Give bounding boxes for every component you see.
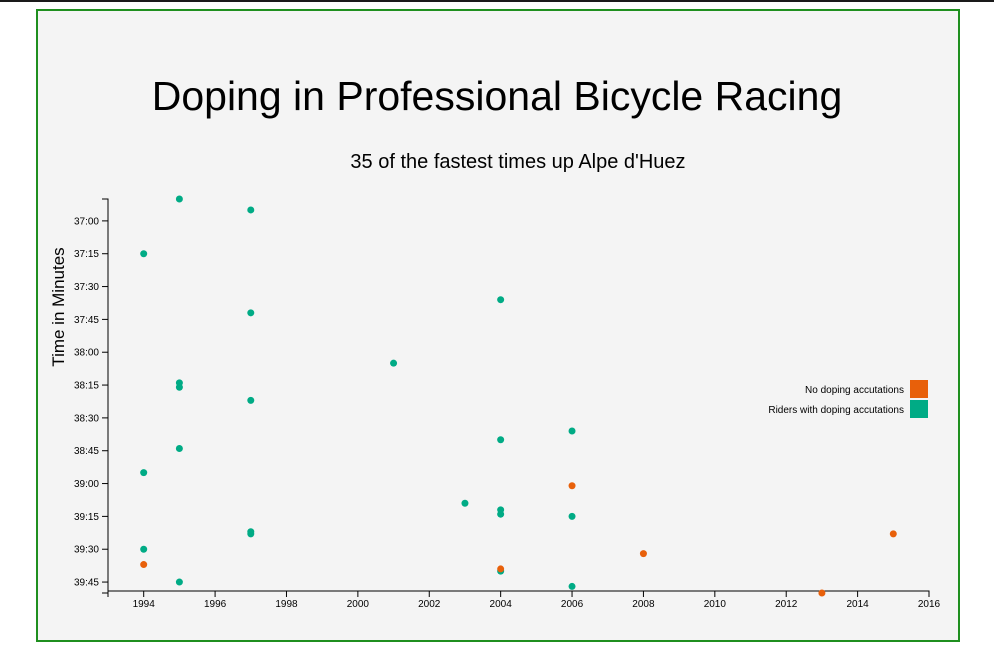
y-axis-label: Time in Minutes [49,247,68,366]
x-tick-label: 2004 [490,599,513,610]
y-tick-label: 37:30 [74,282,99,293]
y-tick-label: 38:15 [74,381,99,392]
data-point[interactable] [175,578,183,586]
x-tick-label: 2016 [918,599,941,610]
top-rule [0,0,994,2]
legend-swatch [910,400,928,418]
y-tick-label: 37:00 [74,216,99,227]
x-tick-label: 2014 [846,599,869,610]
data-point[interactable] [140,469,148,477]
x-tick-label: 2012 [775,599,798,610]
data-point[interactable] [175,383,183,391]
chart-subtitle: 35 of the fastest times up Alpe d'Huez [350,151,686,173]
data-point[interactable] [497,296,505,304]
x-tick-label: 2008 [632,599,655,610]
y-tick-label: 38:45 [74,446,99,457]
x-tick-label: 1994 [133,599,156,610]
x-tick-label: 1996 [204,599,227,610]
data-point[interactable] [175,195,183,203]
y-tick-label: 38:30 [74,413,99,424]
data-point[interactable] [568,582,576,590]
y-axis: 37:00 37:15 37:30 37:45 38:00 38:15 38:30 38:45… [74,198,109,594]
y-tick-label: 39:00 [74,479,99,490]
data-points [140,195,897,597]
legend-label: No doping accutations [805,385,904,396]
y-tick-label: 38:00 [74,348,99,359]
data-point[interactable] [140,561,148,569]
chart-frame [36,9,960,642]
data-point[interactable] [568,482,576,490]
y-tick-label: 37:15 [74,249,99,260]
data-point[interactable] [175,445,183,453]
y-tick-label: 39:45 [74,578,99,589]
y-tick-label: 39:15 [74,512,99,523]
data-point[interactable] [497,510,505,518]
data-point[interactable] [247,309,255,317]
data-point[interactable] [140,250,148,258]
legend-label: Riders with doping accutations [768,405,904,416]
data-point[interactable] [568,427,576,435]
data-point[interactable] [390,359,398,367]
y-axis-line [102,198,109,594]
data-point[interactable] [247,206,255,214]
data-point[interactable] [247,396,255,404]
data-point[interactable] [568,512,576,520]
x-axis: 1994 1996 1998 2000 2002 2004 2006 2008 2010 2012… [107,590,941,610]
x-tick-label: 2002 [418,599,441,610]
data-point[interactable] [461,499,469,507]
chart-title: Doping in Professional Bicycle Racing [151,73,843,119]
x-tick-label: 1998 [275,599,298,610]
data-point[interactable] [889,530,897,538]
x-tick-label: 2010 [704,599,727,610]
x-axis-line [107,590,930,597]
data-point[interactable] [497,436,505,444]
x-tick-label: 2000 [347,599,370,610]
y-tick-label: 37:45 [74,315,99,326]
legend: No doping accutations Riders with doping … [768,380,928,418]
data-point[interactable] [497,565,505,573]
legend-swatch [910,380,928,398]
x-tick-label: 2006 [561,599,584,610]
data-point[interactable] [140,545,148,553]
data-point[interactable] [818,589,826,597]
data-point[interactable] [247,530,255,538]
data-point[interactable] [639,550,647,558]
y-tick-label: 39:30 [74,545,99,556]
